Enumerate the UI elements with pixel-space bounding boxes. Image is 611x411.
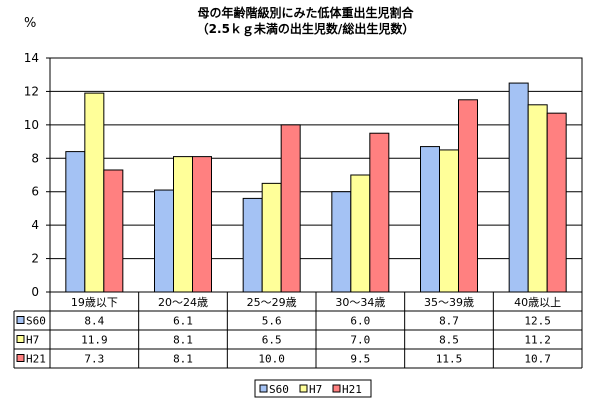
table-series-name: H21 [26, 353, 46, 366]
x-category-label: 19歳以下 [71, 296, 118, 309]
table-value: 6.1 [173, 315, 193, 328]
bar-s60-3 [242, 197, 263, 293]
table-value: 8.5 [439, 334, 459, 347]
bar-h21-4 [369, 132, 390, 293]
x-category-label: 30～34歳 [335, 296, 385, 309]
chart-subtitle: （2.5ｋｇ未満の出生児数/総出生児数） [196, 22, 415, 36]
y-axis-unit: % [24, 16, 37, 31]
table-series-name: S60 [26, 315, 46, 328]
bar-s60-5 [420, 146, 440, 293]
x-category-label: 35～39歳 [424, 296, 474, 309]
bar-h7-6 [527, 104, 548, 293]
y-tick-label: 12 [24, 84, 39, 98]
bar-h21-5 [458, 99, 478, 293]
chart-title: 母の年齢階級別にみた低体重出生児割合 [197, 6, 414, 20]
legend-label-s60: S60 [269, 383, 289, 396]
table-value: 8.7 [439, 315, 459, 328]
table-value: 8.1 [173, 334, 193, 347]
legend-label-h7: H7 [309, 383, 322, 396]
y-tick-label: 14 [24, 51, 39, 65]
table-value: 10.7 [524, 353, 551, 366]
x-category-label: 40歳以上 [514, 296, 561, 309]
bar-h21-6 [546, 112, 567, 293]
plot-area [49, 57, 583, 293]
legend-key-s60 [259, 384, 268, 393]
bar-s60-2 [154, 189, 174, 293]
table-value: 8.4 [84, 315, 104, 328]
table-value: 6.5 [262, 334, 282, 347]
table-value: 10.0 [258, 353, 285, 366]
table-series-name: H7 [26, 334, 39, 347]
bar-s60-1 [65, 151, 86, 293]
x-category-label: 20～24歳 [158, 296, 208, 309]
table-series-key [16, 335, 25, 343]
table-series-key [16, 354, 25, 362]
table-value: 7.0 [350, 334, 370, 347]
bar-h7-1 [84, 92, 105, 293]
table-value: 11.2 [524, 334, 551, 347]
y-tick-label: 8 [31, 151, 39, 165]
table-value: 12.5 [524, 315, 551, 328]
bar-s60-4 [331, 191, 352, 293]
y-tick-label: 10 [24, 118, 39, 132]
table-value: 5.6 [262, 315, 282, 328]
table-value: 7.3 [84, 353, 104, 366]
bar-h7-5 [439, 149, 459, 293]
table-value: 11.5 [436, 353, 463, 366]
table-series-key [16, 316, 25, 324]
legend-key-h7 [299, 384, 308, 393]
table-value: 9.5 [350, 353, 370, 366]
legend-label-h21: H21 [342, 383, 362, 396]
y-tick-label: 0 [31, 285, 39, 299]
bar-h7-4 [350, 174, 371, 293]
legend-key-h21 [332, 384, 341, 393]
bar-h21-1 [103, 169, 124, 293]
x-category-label: 25～29歳 [247, 296, 297, 309]
y-tick-label: 6 [31, 185, 39, 199]
bar-s60-6 [508, 82, 529, 293]
bar-h7-2 [173, 156, 193, 293]
y-tick-label: 4 [31, 218, 39, 232]
legend-box [254, 379, 372, 398]
table-value: 11.9 [81, 334, 108, 347]
table-value: 6.0 [350, 315, 370, 328]
bar-h21-2 [192, 156, 212, 293]
table-value: 8.1 [173, 353, 193, 366]
bar-h7-3 [261, 182, 282, 293]
y-tick-label: 2 [31, 252, 39, 266]
bar-h21-3 [280, 124, 301, 293]
